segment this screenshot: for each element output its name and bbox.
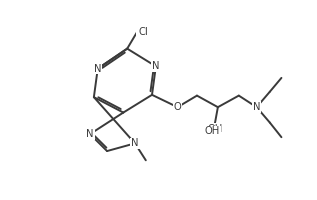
Text: Cl: Cl	[139, 27, 149, 37]
Text: O: O	[174, 102, 181, 112]
Text: N: N	[131, 138, 139, 148]
Text: N: N	[253, 102, 260, 112]
Text: N: N	[94, 64, 101, 74]
Text: O: O	[174, 102, 181, 112]
Text: N: N	[253, 102, 260, 112]
Text: OH: OH	[207, 124, 223, 134]
Text: OH: OH	[205, 126, 220, 136]
Text: N: N	[152, 61, 160, 71]
Text: N: N	[94, 64, 101, 74]
Text: N: N	[86, 129, 94, 139]
Text: N: N	[86, 129, 94, 139]
Text: Cl: Cl	[137, 27, 147, 37]
Text: N: N	[131, 138, 139, 148]
Text: N: N	[152, 61, 160, 71]
